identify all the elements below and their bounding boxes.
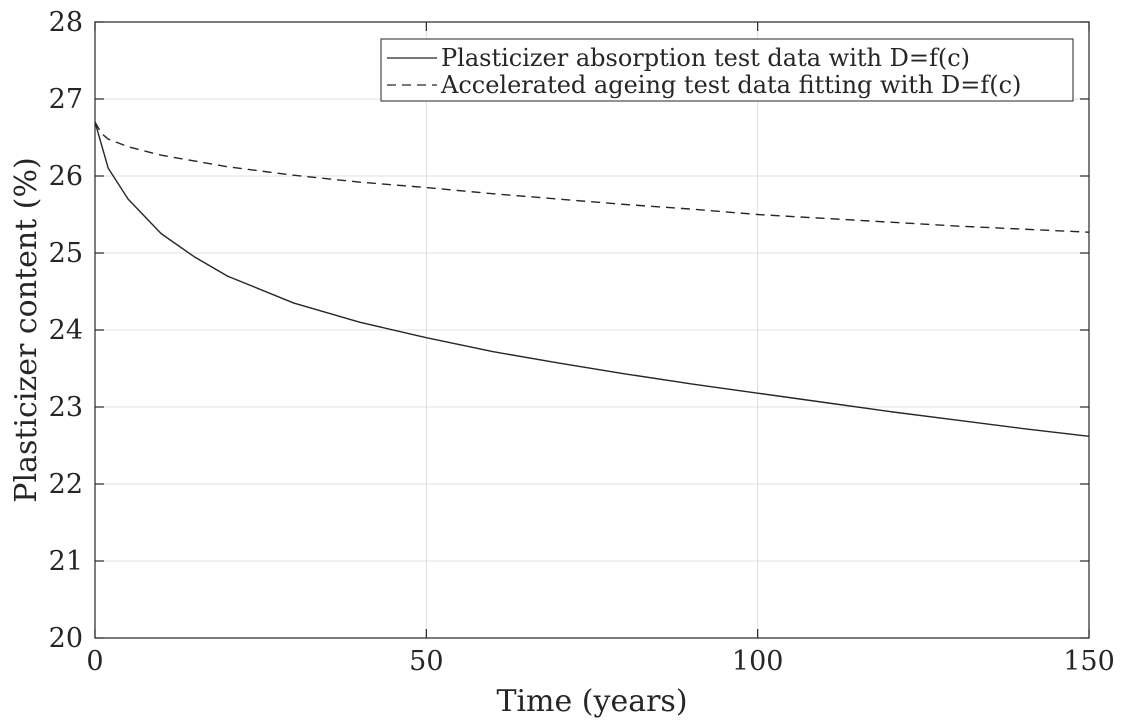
series-line-accelerated (94, 121, 1090, 233)
y-axis-title: Plasticizer content (%) (9, 157, 44, 502)
y-tick-label: 25 (49, 238, 83, 269)
y-tick-label: 21 (49, 546, 83, 577)
x-tick-label: 100 (732, 646, 784, 677)
legend-entry-absorption: Plasticizer absorption test data with D=… (441, 44, 970, 72)
tick-labels: 0 50 100 150 20 21 22 23 24 25 26 27 28 (49, 7, 1115, 677)
x-tick-label: 0 (86, 646, 103, 677)
y-tick-label: 24 (49, 315, 83, 346)
x-tick-label: 150 (1063, 646, 1115, 677)
y-tick-label: 28 (49, 7, 83, 38)
y-tick-label: 26 (49, 161, 83, 192)
y-tick-label: 20 (49, 623, 83, 654)
y-tick-label: 23 (49, 392, 83, 423)
x-axis-title: Time (years) (496, 684, 687, 719)
y-tick-label: 22 (49, 469, 83, 500)
series-layer (94, 121, 1090, 437)
legend: Plasticizer absorption test data with D=… (380, 38, 1074, 102)
legend-box (380, 38, 1074, 102)
grid (94, 21, 1090, 639)
y-tick-label: 27 (49, 84, 83, 115)
x-tick-label: 50 (409, 646, 443, 677)
ticks (94, 21, 1090, 639)
series-line-absorption (94, 121, 1090, 437)
legend-entry-accelerated: Accelerated ageing test data fitting wit… (440, 71, 1021, 99)
